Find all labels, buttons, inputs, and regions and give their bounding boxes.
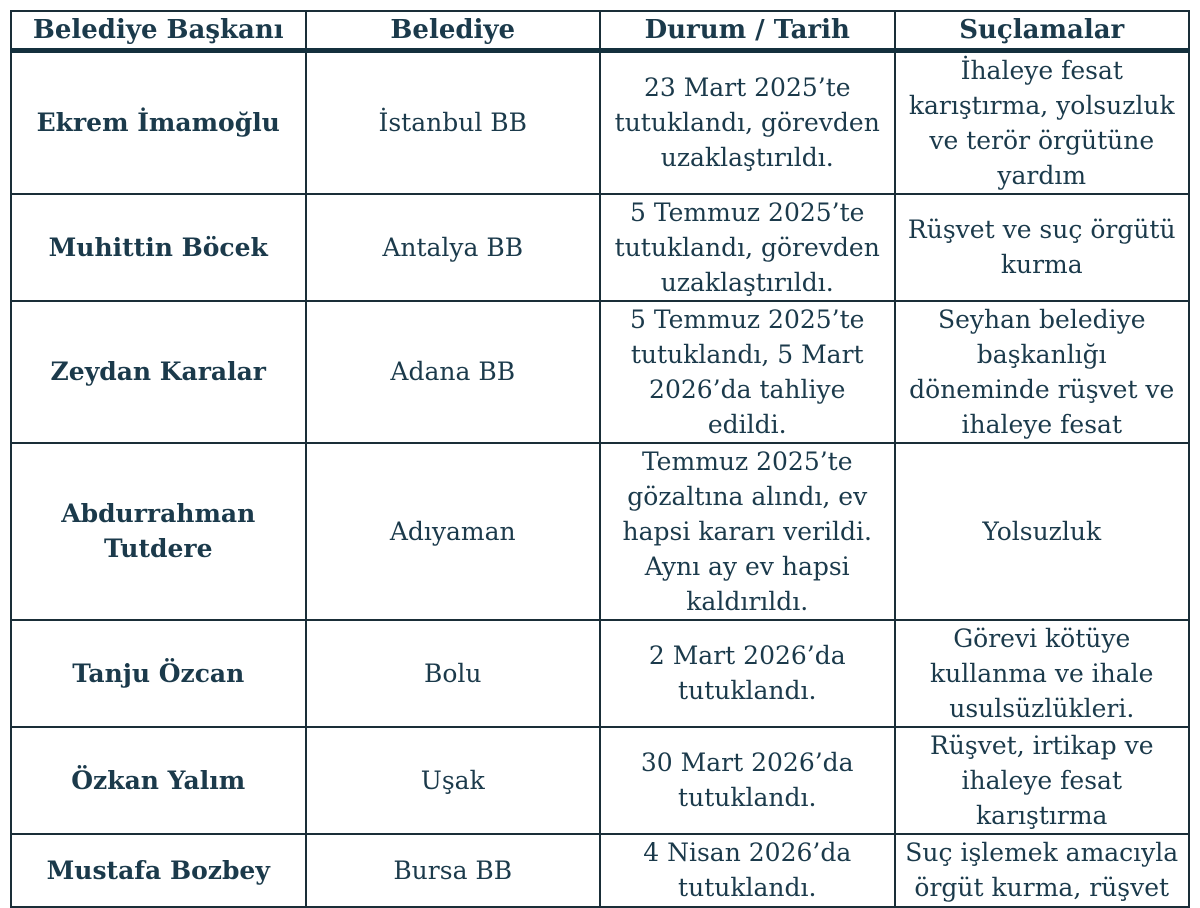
charges-cell: Görevi kötüye kullanma ve ihale usulsüzl…	[893, 618, 1190, 728]
municipality-cell: Uşak	[304, 725, 601, 835]
status-cell: 5 Temmuz 2025’te tutuklandı, 5 Mart 2026…	[599, 299, 896, 444]
status-cell: 5 Temmuz 2025’te tutuklandı, görevden uz…	[599, 192, 896, 302]
charges-cell: Yolsuzluk	[893, 441, 1190, 621]
mayor-name-cell: Tanju Özcan	[10, 618, 307, 728]
status-cell: 30 Mart 2026’da tutuklandı.	[599, 725, 896, 835]
mayor-name-cell: Ekrem İmamoğlu	[10, 49, 307, 195]
header-row: Belediye Başkanı Belediye Durum / Tarih …	[10, 10, 1190, 53]
charges-cell: Rüşvet, irtikap ve ihaleye fesat karıştı…	[893, 725, 1190, 835]
mayors-table: Belediye Başkanı Belediye Durum / Tarih …	[10, 10, 1190, 908]
mayor-name-cell: Özkan Yalım	[10, 725, 307, 835]
table-row: Özkan Yalım Uşak 30 Mart 2026’da tutukla…	[10, 725, 1190, 835]
page: Belediye Başkanı Belediye Durum / Tarih …	[10, 10, 1190, 908]
charges-cell: İhaleye fesat karıştırma, yolsuzluk ve t…	[893, 49, 1190, 195]
table-row: Tanju Özcan Bolu 2 Mart 2026’da tutuklan…	[10, 618, 1190, 728]
charges-cell: Suç işlemek amacıyla örgüt kurma, rüşvet	[893, 832, 1190, 908]
table-row: Ekrem İmamoğlu İstanbul BB 23 Mart 2025’…	[10, 49, 1190, 195]
municipality-cell: Antalya BB	[304, 192, 601, 302]
mayor-name-cell: Abdurrahman Tutdere	[10, 441, 307, 621]
mayor-name-cell: Zeydan Karalar	[10, 299, 307, 444]
mayor-name-cell: Muhittin Böcek	[10, 192, 307, 302]
municipality-cell: Bursa BB	[304, 832, 601, 908]
municipality-cell: Adana BB	[304, 299, 601, 444]
status-cell: 23 Mart 2025’te tutuklandı, görevden uza…	[599, 49, 896, 195]
header-charges: Suçlamalar	[893, 10, 1190, 53]
table-row: Zeydan Karalar Adana BB 5 Temmuz 2025’te…	[10, 299, 1190, 444]
table-row: Abdurrahman Tutdere Adıyaman Temmuz 2025…	[10, 441, 1190, 621]
status-cell: Temmuz 2025’te gözaltına alındı, ev haps…	[599, 441, 896, 621]
charges-cell: Rüşvet ve suç örgütü kurma	[893, 192, 1190, 302]
header-status-date: Durum / Tarih	[599, 10, 896, 53]
mayor-name-cell: Mustafa Bozbey	[10, 832, 307, 908]
charges-cell: Seyhan belediye başkanlığı döneminde rüş…	[893, 299, 1190, 444]
header-mayor: Belediye Başkanı	[10, 10, 307, 53]
header-municipality: Belediye	[304, 10, 601, 53]
status-cell: 2 Mart 2026’da tutuklandı.	[599, 618, 896, 728]
table-row: Mustafa Bozbey Bursa BB 4 Nisan 2026’da …	[10, 832, 1190, 908]
table-row: Muhittin Böcek Antalya BB 5 Temmuz 2025’…	[10, 192, 1190, 302]
municipality-cell: Bolu	[304, 618, 601, 728]
municipality-cell: Adıyaman	[304, 441, 601, 621]
municipality-cell: İstanbul BB	[304, 49, 601, 195]
status-cell: 4 Nisan 2026’da tutuklandı.	[599, 832, 896, 908]
